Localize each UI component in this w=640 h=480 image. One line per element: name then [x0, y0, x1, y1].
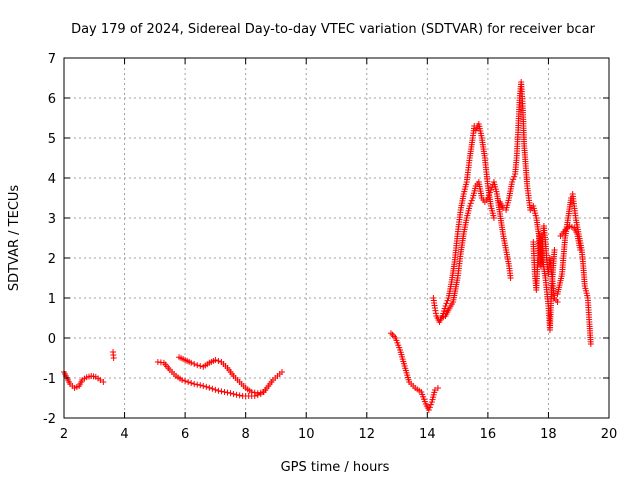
data-point-marker [432, 310, 439, 317]
y-axis-label: SDTVAR / TECUs [7, 185, 22, 292]
data-point-marker [194, 362, 201, 369]
chart-title: Day 179 of 2024, Sidereal Day-to-day VTE… [71, 22, 595, 37]
data-point-marker [188, 359, 195, 366]
y-tick-label: 7 [48, 52, 56, 67]
plot-frame [63, 57, 610, 419]
data-point-marker [485, 192, 492, 199]
data-point-marker [388, 330, 394, 337]
data-point-marker [511, 173, 518, 180]
y-tick-label: 2 [48, 252, 56, 267]
x-tick-label: 14 [419, 427, 436, 442]
data-point-marker [444, 297, 451, 304]
data-point-marker [466, 203, 473, 209]
data-point-marker [554, 299, 561, 305]
x-tick-label: 16 [480, 427, 497, 442]
data-point-marker [279, 369, 285, 375]
data-point-marker [510, 176, 517, 183]
x-tick-label: 20 [601, 427, 618, 442]
data-point-marker [215, 387, 222, 394]
data-point-marker [432, 307, 439, 314]
data-point-marker [194, 381, 201, 388]
y-tick-label: -2 [43, 412, 56, 427]
data-point-marker [215, 358, 222, 364]
y-tick-label: 0 [48, 332, 56, 347]
data-point-marker [434, 385, 441, 391]
x-tick-label: 4 [120, 427, 128, 442]
x-tick-label: 8 [242, 427, 250, 442]
data-point-marker [191, 361, 198, 367]
data-point-marker [218, 388, 225, 395]
x-axis-label: GPS time / hours [281, 460, 390, 475]
data-point-marker [431, 305, 438, 311]
data-point-marker [221, 389, 228, 395]
data-point-marker [209, 385, 216, 392]
data-point-marker [468, 197, 475, 204]
data-point-marker [467, 200, 474, 207]
data-point-marker [427, 401, 434, 408]
data-point-marker [551, 247, 558, 253]
data-point-marker [577, 247, 584, 253]
y-tick-label: 5 [48, 132, 56, 147]
data-point-marker [197, 382, 204, 389]
data-point-marker [182, 378, 189, 384]
x-tick-label: 2 [60, 427, 68, 442]
data-point-marker [233, 391, 240, 398]
data-point-marker [110, 355, 117, 361]
data-point-marker [197, 363, 204, 369]
chart-grid [64, 58, 609, 418]
data-point-marker [587, 341, 594, 347]
data-point-marker [227, 390, 234, 397]
data-point-marker [487, 187, 494, 193]
data-point-marker [254, 390, 261, 397]
data-point-marker [230, 391, 237, 397]
data-point-marker [100, 379, 107, 385]
data-point-marker [200, 383, 207, 389]
y-tick-label: 6 [48, 92, 56, 107]
data-point-marker [509, 179, 516, 185]
data-point-marker [486, 189, 493, 196]
data-point-marker [443, 300, 450, 307]
data-point-marker [191, 381, 198, 387]
data-point-marker [488, 184, 495, 191]
data-point-marker [248, 389, 255, 395]
data-point-marker [188, 380, 195, 386]
x-tick-label: 18 [540, 427, 557, 442]
data-point-marker [442, 303, 449, 309]
data-point-marker [251, 389, 258, 396]
data-point-marker [212, 386, 219, 393]
data-point-marker [97, 377, 104, 383]
data-point-marker [179, 377, 186, 383]
y-tick-label: -1 [43, 372, 56, 387]
data-point-marker [426, 404, 433, 411]
data-point-marker [203, 383, 210, 390]
data-point-marker [507, 275, 514, 281]
y-tick-label: 1 [48, 292, 56, 307]
data-point-marker [206, 384, 213, 391]
x-tick-label: 12 [359, 427, 376, 442]
data-point-marker [185, 379, 192, 385]
data-point-marker [224, 389, 231, 396]
x-tick-label: 10 [298, 427, 315, 442]
x-tick-label: 6 [181, 427, 189, 442]
data-point-marker [490, 215, 497, 221]
data-point-marker [236, 392, 243, 399]
y-tick-label: 3 [48, 212, 56, 227]
data-point-marker [425, 407, 432, 413]
y-tick-label: 4 [48, 172, 56, 187]
data-point-marker [257, 389, 264, 396]
data-points [61, 79, 594, 413]
data-point-marker [212, 357, 219, 363]
data-point-marker [484, 195, 491, 201]
data-point-marker [431, 387, 438, 393]
